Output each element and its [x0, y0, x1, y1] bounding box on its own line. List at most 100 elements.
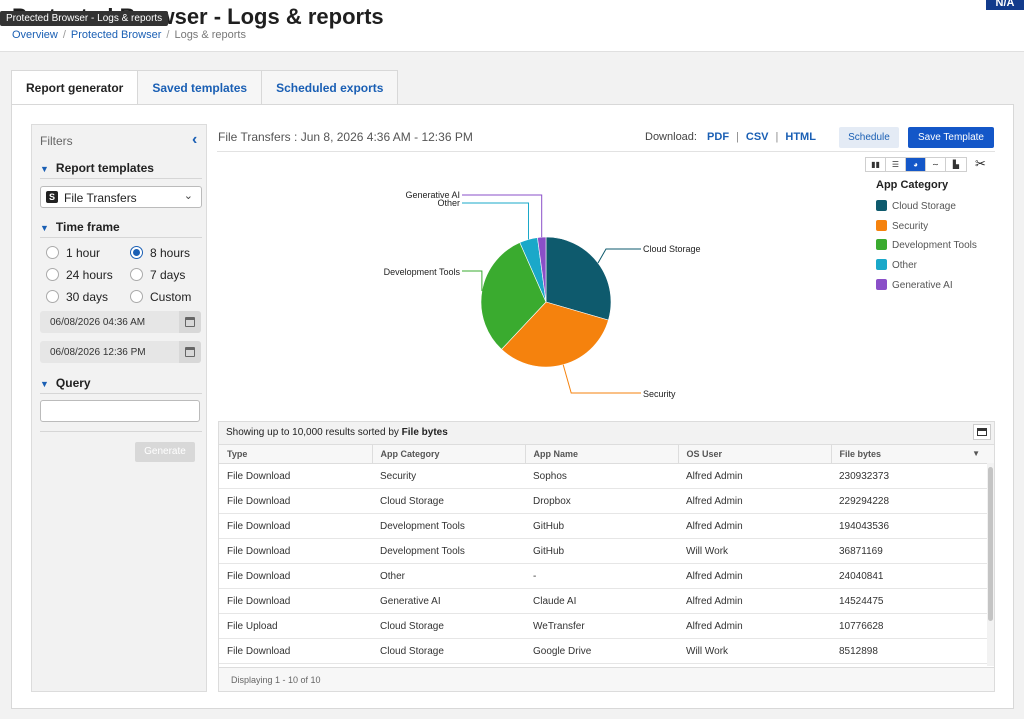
line-chart-icon[interactable]: ∼: [926, 158, 946, 171]
pie-data-label: Generative AI: [405, 190, 460, 200]
table-row[interactable]: File Download Development Tools GitHub Alfr…: [219, 513, 994, 539]
query-toggle[interactable]: ▼ Query: [40, 376, 91, 390]
table-header-row: Type App Category App Name OS User File …: [219, 444, 994, 464]
grid-scrollbar[interactable]: [987, 463, 994, 666]
breadcrumb-protected-browser[interactable]: Protected Browser: [70, 29, 162, 41]
start-date-field[interactable]: 06/08/2026 04:36 AM: [40, 311, 201, 333]
table-cell: File Download: [219, 513, 372, 539]
table-cell: 24040841: [831, 563, 994, 589]
table-cell: 8512898: [831, 638, 994, 664]
legend-item[interactable]: Cloud Storage: [876, 200, 977, 220]
pie-slice[interactable]: [537, 236, 547, 303]
sort-desc-icon[interactable]: ▼: [972, 449, 980, 458]
export-icon[interactable]: [973, 424, 991, 440]
radio-1-hour[interactable]: 1 hour: [46, 246, 100, 260]
legend-item[interactable]: Security: [876, 219, 977, 240]
legend-label: Generative AI: [892, 279, 953, 291]
table-cell: 36871169: [831, 538, 994, 564]
table-cell: Cloud Storage: [372, 638, 525, 664]
collapse-chevron-icon[interactable]: ‹: [192, 131, 198, 148]
radio-30-days[interactable]: 30 days: [46, 290, 108, 304]
table-row[interactable]: File Download Security Sophos Alfred Admin 2…: [219, 463, 994, 489]
radio-24-hours[interactable]: 24 hours: [46, 268, 113, 282]
table-row[interactable]: File Download Cloud Storage Google Drive Wi…: [219, 638, 994, 664]
table-cell: File Download: [219, 488, 372, 514]
report-panel: Filters ‹ ▼ Report templates S File Trans…: [11, 104, 1014, 709]
column-header-app-category[interactable]: App Category: [372, 444, 526, 464]
tab-report-generator[interactable]: Report generator: [11, 70, 139, 106]
save-template-button[interactable]: Save Template: [908, 127, 994, 148]
legend-item[interactable]: Development Tools: [876, 239, 977, 259]
tab-saved-templates[interactable]: Saved templates: [138, 70, 263, 105]
column-header-app-name[interactable]: App Name: [525, 444, 679, 464]
report-heading: File Transfers : Jun 8, 2026 4:36 AM - 1…: [218, 130, 473, 144]
page-header: Protected Browser - Logs & reports Prote…: [0, 0, 1024, 52]
chart-type-switcher: ▮▮ ☰ ◕ ∼ ▙: [865, 157, 967, 172]
pie-data-label: Development Tools: [384, 267, 461, 277]
table-row[interactable]: File Download Cloud Storage Dropbox Alfred …: [219, 488, 994, 514]
caret-down-icon: ▼: [40, 223, 49, 233]
download-csv-link[interactable]: CSV: [745, 131, 769, 143]
table-cell: 14524475: [831, 588, 994, 614]
column-header-type[interactable]: Type: [219, 444, 373, 464]
area-chart-icon[interactable]: ▙: [952, 160, 960, 169]
pie-leader-line: [462, 270, 483, 291]
table-cell: Other: [372, 563, 525, 589]
time-frame-toggle[interactable]: ▼ Time frame: [40, 220, 120, 234]
download-pdf-link[interactable]: PDF: [707, 131, 730, 143]
pie-leader-line: [562, 364, 641, 394]
table-cell: 10776628: [831, 613, 994, 639]
table-cell: Dropbox: [525, 488, 678, 514]
legend-label: Cloud Storage: [892, 201, 956, 212]
results-table: Type App Category App Name OS User File …: [219, 444, 994, 664]
download-links: Download: PDF | CSV | HTML: [645, 131, 816, 143]
table-cell: File Download: [219, 538, 372, 564]
report-templates-toggle[interactable]: ▼ Report templates: [40, 161, 154, 175]
query-input[interactable]: [40, 400, 200, 422]
pie-slice[interactable]: [501, 301, 609, 368]
table-cell: Cloud Storage: [372, 613, 525, 639]
pie-chart-icon[interactable]: ◕: [906, 158, 926, 171]
pie-data-label: Security: [643, 389, 676, 399]
column-header-os-user[interactable]: OS User: [678, 444, 832, 464]
legend-title: App Category: [876, 179, 949, 191]
report-template-value: File Transfers: [64, 191, 137, 205]
table-row[interactable]: File Upload Cloud Storage WeTransfer Alfred…: [219, 613, 994, 639]
pie-slice[interactable]: [480, 242, 547, 350]
calendar-icon[interactable]: [179, 341, 201, 363]
status-badge: N/A: [986, 0, 1024, 10]
table-cell: -: [525, 563, 678, 589]
radio-7-days[interactable]: 7 days: [130, 268, 185, 282]
breadcrumb-current: Logs & reports: [174, 29, 246, 41]
table-row[interactable]: File Download Other - Alfred Admin 24040841: [219, 563, 994, 589]
filters-sidebar: Filters ‹ ▼ Report templates S File Trans…: [31, 124, 207, 692]
column-chart-icon[interactable]: ▮▮: [866, 158, 886, 171]
legend-item[interactable]: Other: [876, 259, 977, 279]
template-icon: S: [46, 191, 58, 203]
radio-8-hours[interactable]: 8 hours: [130, 246, 190, 260]
table-row[interactable]: File Download Generative AI Claude AI Alfre…: [219, 588, 994, 614]
end-date-field[interactable]: 06/08/2026 12:36 PM: [40, 341, 201, 363]
column-header-file-bytes[interactable]: File bytes ▼: [831, 444, 994, 464]
caret-down-icon: ▼: [40, 379, 49, 389]
legend-item[interactable]: Generative AI: [876, 278, 977, 299]
table-cell: Alfred Admin: [678, 513, 831, 539]
tab-scheduled-exports[interactable]: Scheduled exports: [262, 70, 399, 105]
download-html-link[interactable]: HTML: [785, 131, 816, 143]
chart-tools-icon[interactable]: ✂: [975, 156, 986, 171]
table-cell: Alfred Admin: [678, 613, 831, 639]
schedule-button[interactable]: Schedule: [839, 127, 899, 148]
legend-swatch: [876, 219, 887, 231]
calendar-icon[interactable]: [179, 311, 201, 333]
bar-chart-icon[interactable]: ☰: [886, 158, 906, 171]
generate-button[interactable]: Generate: [135, 442, 195, 462]
report-template-select[interactable]: S File Transfers ⌄: [40, 186, 202, 208]
legend-label: Security: [892, 220, 929, 232]
table-cell: Development Tools: [372, 538, 525, 564]
pie-data-label: Cloud Storage: [643, 244, 701, 254]
radio-custom[interactable]: Custom: [130, 290, 191, 304]
title-tooltip: Protected Browser - Logs & reports: [0, 11, 169, 26]
results-grid: Showing up to 10,000 results sorted by F…: [218, 421, 995, 692]
breadcrumb-overview[interactable]: Overview: [12, 29, 58, 41]
table-row[interactable]: File Download Development Tools GitHub Will…: [219, 538, 994, 564]
